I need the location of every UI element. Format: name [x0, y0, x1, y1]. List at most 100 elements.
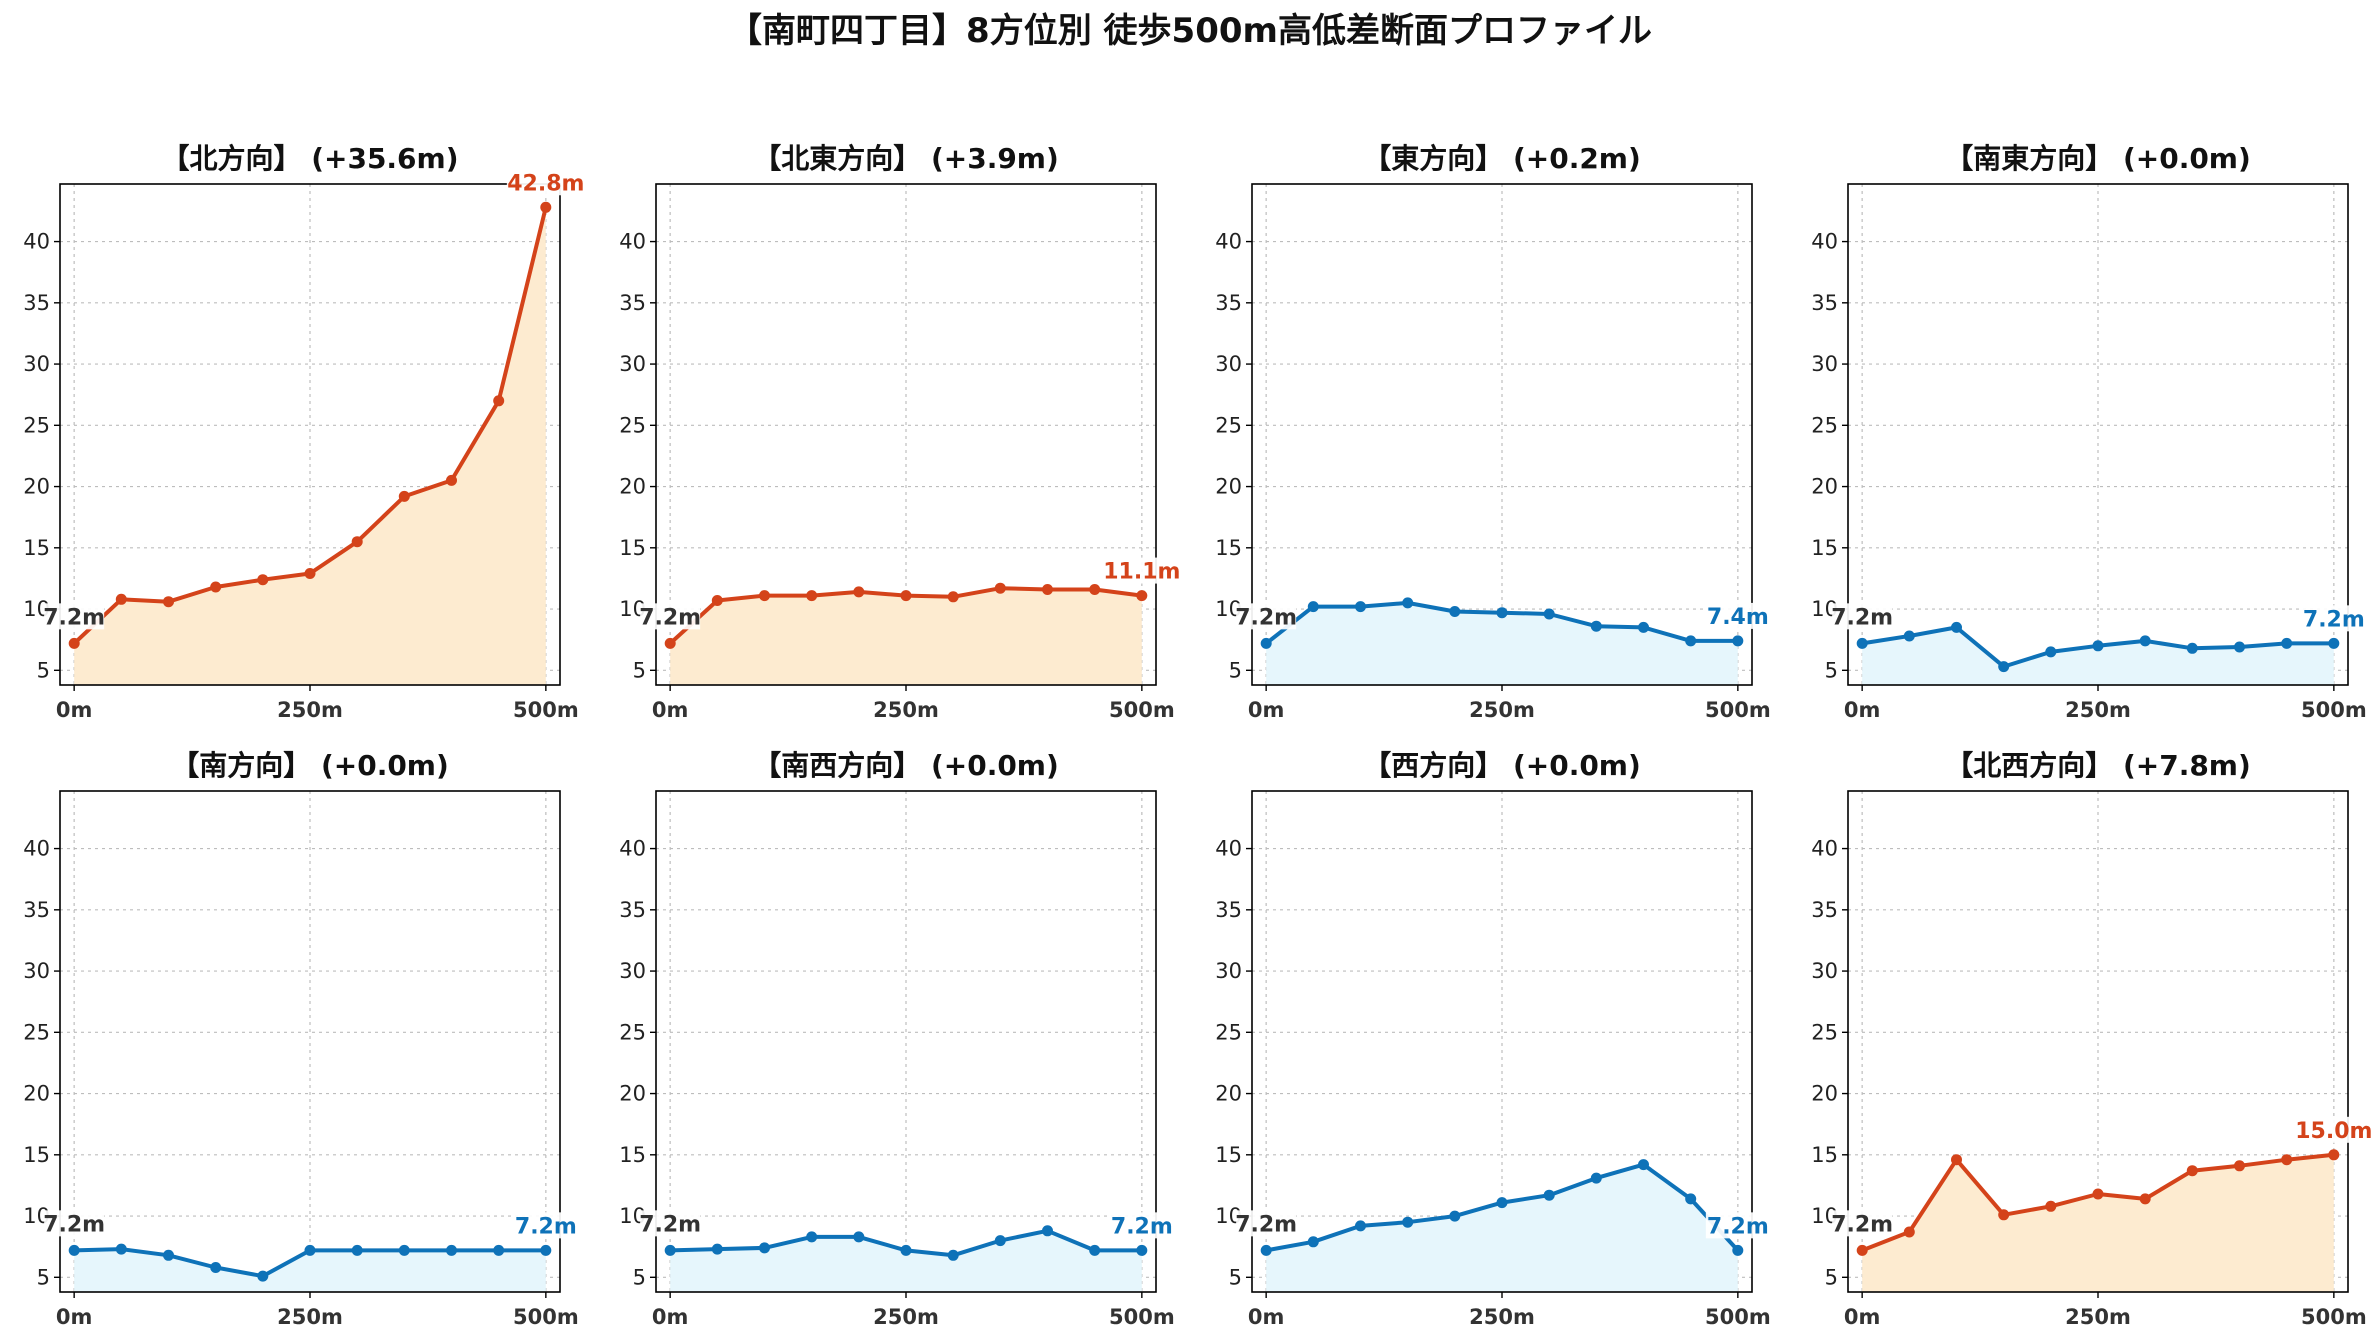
- data-point: [2139, 1193, 2151, 1205]
- data-point: [1590, 620, 1602, 632]
- svg-text:11.1m: 11.1m: [1103, 560, 1180, 585]
- end-elevation-label: 7.4m: [1705, 602, 1770, 630]
- profile-area: [670, 1230, 1142, 1292]
- start-elevation-label: 7.2m: [639, 603, 701, 630]
- data-point: [1136, 1244, 1148, 1256]
- y-tick-label: 20: [1215, 1082, 1242, 1106]
- data-point: [994, 1235, 1006, 1247]
- y-tick-label: 20: [1811, 1082, 1838, 1106]
- data-point: [1590, 1172, 1602, 1184]
- svg-text:7.2m: 7.2m: [639, 605, 701, 630]
- x-tick-label: 500m: [1705, 1305, 1771, 1329]
- x-tick-label: 250m: [1469, 1305, 1535, 1329]
- x-tick-label: 250m: [2065, 698, 2131, 722]
- data-point: [1260, 637, 1272, 649]
- data-point: [68, 1244, 80, 1256]
- x-tick-label: 250m: [873, 698, 939, 722]
- data-point: [1260, 1244, 1272, 1256]
- data-point: [1449, 606, 1461, 617]
- end-elevation-label: 7.2m: [1109, 1212, 1174, 1239]
- data-point: [2045, 646, 2057, 658]
- data-point: [210, 581, 222, 593]
- x-tick-label: 0m: [56, 698, 93, 722]
- data-point: [115, 1243, 127, 1255]
- data-point: [2328, 1149, 2340, 1161]
- y-tick-label: 35: [1215, 291, 1242, 315]
- y-tick-label: 25: [1811, 1020, 1838, 1044]
- svg-text:7.4m: 7.4m: [1707, 605, 1769, 630]
- profile-area: [1266, 1164, 1738, 1292]
- x-tick-label: 0m: [1248, 698, 1285, 722]
- y-tick-label: 25: [1215, 1020, 1242, 1044]
- data-point: [664, 637, 676, 649]
- y-tick-label: 20: [23, 1082, 50, 1106]
- y-tick-label: 15: [1215, 536, 1242, 560]
- y-tick-label: 35: [1811, 898, 1838, 922]
- data-point: [398, 1244, 410, 1256]
- y-tick-label: 5: [633, 1265, 646, 1289]
- data-point: [446, 1244, 457, 1256]
- data-point: [351, 1244, 363, 1256]
- data-point: [1307, 1236, 1319, 1248]
- end-elevation-label: 42.8m: [506, 169, 585, 196]
- svg-text:7.2m: 7.2m: [1831, 1212, 1893, 1237]
- y-tick-label: 30: [1811, 959, 1838, 983]
- panel-title: 【北西方向】 (+7.8m): [1945, 749, 2251, 782]
- data-point: [1856, 637, 1868, 649]
- data-point: [1856, 1244, 1868, 1256]
- y-tick-label: 5: [1825, 1265, 1838, 1289]
- y-tick-label: 15: [23, 1143, 50, 1167]
- data-point: [1951, 1154, 1962, 1166]
- data-point: [2234, 1160, 2245, 1172]
- data-point: [759, 1242, 770, 1254]
- svg-text:7.2m: 7.2m: [2303, 607, 2365, 632]
- y-tick-label: 40: [23, 230, 50, 254]
- data-point: [1355, 1220, 1366, 1232]
- data-point: [210, 1262, 222, 1273]
- data-point: [900, 1244, 912, 1256]
- y-tick-label: 35: [619, 898, 646, 922]
- data-point: [1402, 1216, 1414, 1228]
- start-elevation-label: 7.2m: [1235, 1210, 1297, 1237]
- data-point: [1355, 601, 1366, 613]
- data-point: [2281, 1154, 2293, 1166]
- data-point: [947, 591, 959, 603]
- svg-text:7.2m: 7.2m: [1111, 1214, 1173, 1239]
- svg-text:15.0m: 15.0m: [2295, 1119, 2372, 1144]
- start-elevation-label: 7.2m: [43, 1210, 105, 1237]
- end-elevation-label: 15.0m: [2294, 1116, 2373, 1144]
- y-tick-label: 20: [23, 475, 50, 499]
- data-point: [2328, 637, 2340, 649]
- data-point: [2234, 641, 2245, 653]
- y-tick-label: 5: [37, 1265, 50, 1289]
- y-tick-label: 5: [633, 658, 646, 682]
- svg-text:7.2m: 7.2m: [639, 1212, 701, 1237]
- data-point: [2186, 642, 2198, 654]
- profile-area: [1862, 627, 2334, 685]
- data-point: [947, 1249, 959, 1261]
- svg-text:7.2m: 7.2m: [1831, 605, 1893, 630]
- y-tick-label: 40: [1811, 230, 1838, 254]
- data-point: [1685, 635, 1697, 647]
- data-point: [493, 395, 505, 407]
- y-tick-label: 30: [23, 959, 50, 983]
- y-tick-label: 30: [619, 959, 646, 983]
- y-tick-label: 20: [619, 475, 646, 499]
- data-point: [1998, 1209, 2010, 1221]
- y-tick-label: 40: [619, 230, 646, 254]
- data-point: [304, 568, 316, 579]
- y-tick-label: 40: [619, 837, 646, 861]
- y-tick-label: 5: [1229, 658, 1242, 682]
- data-point: [853, 586, 865, 598]
- x-tick-label: 500m: [1109, 698, 1175, 722]
- data-point: [1449, 1210, 1461, 1222]
- data-point: [1638, 621, 1649, 633]
- y-tick-label: 25: [23, 1020, 50, 1044]
- panel-title: 【西方向】 (+0.0m): [1363, 749, 1641, 782]
- data-point: [257, 574, 269, 586]
- data-point: [759, 590, 770, 602]
